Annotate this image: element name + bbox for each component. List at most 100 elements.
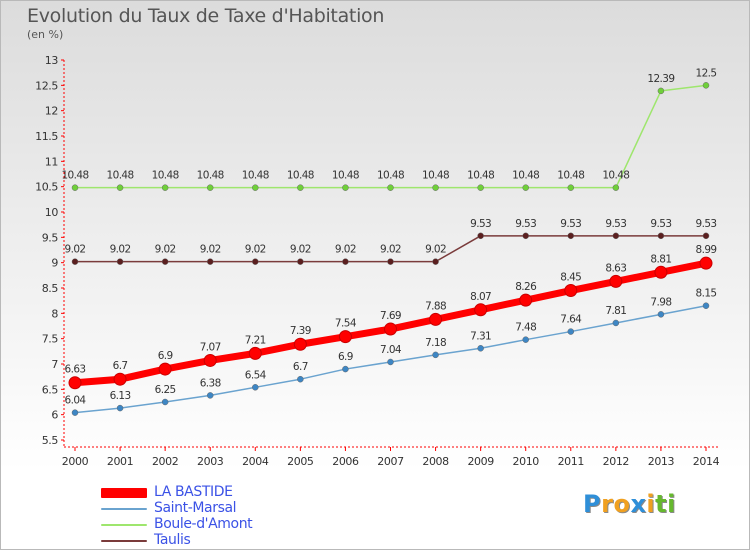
data-point	[338, 330, 352, 344]
data-label: 7.21	[245, 334, 266, 346]
data-label: 7.31	[470, 330, 491, 342]
data-label: 10.48	[467, 170, 494, 182]
data-label: 9.02	[245, 244, 266, 256]
x-tick-label: 2013	[648, 455, 675, 468]
data-label: 10.48	[197, 170, 224, 182]
data-point	[68, 376, 82, 390]
x-tick-label: 2009	[467, 455, 494, 468]
data-label: 7.07	[200, 341, 221, 353]
y-tick-label: 8.5	[42, 282, 59, 295]
x-tick-label: 2002	[152, 455, 178, 468]
logo-letter: o	[613, 490, 631, 518]
data-point	[158, 362, 172, 376]
data-point	[609, 274, 623, 288]
data-point	[297, 184, 304, 191]
x-tick-label: 2010	[513, 455, 540, 468]
data-point	[564, 284, 578, 298]
data-label: 8.81	[650, 253, 671, 265]
data-label: 9.53	[470, 218, 491, 230]
data-point	[297, 375, 304, 383]
data-point	[161, 184, 169, 191]
data-point	[429, 312, 443, 326]
data-point	[252, 384, 259, 391]
data-point	[206, 392, 214, 399]
data-point	[161, 258, 169, 265]
data-point	[702, 82, 710, 89]
legend-swatch	[101, 508, 147, 510]
data-label: 9.02	[380, 244, 401, 256]
y-tick-label: 6	[51, 409, 58, 422]
x-tick-label: 2014	[693, 455, 720, 468]
proxiti-logo: Proxiti	[583, 490, 676, 518]
y-tick-label: 10	[45, 206, 59, 219]
y-tick-label: 11.5	[35, 130, 58, 143]
y-tick-label: 7	[51, 358, 58, 371]
data-point	[293, 337, 307, 351]
data-label: 9.53	[696, 218, 717, 230]
legend-label: LA BASTIDE	[154, 484, 233, 500]
data-point	[702, 232, 710, 240]
data-point	[116, 404, 124, 412]
data-label: 6.7	[113, 360, 128, 372]
x-tick-label: 2003	[197, 455, 224, 468]
data-label: 6.25	[155, 384, 176, 396]
data-label: 8.45	[560, 272, 581, 284]
y-tick-label: 13	[45, 54, 59, 67]
data-point	[206, 258, 214, 265]
y-tick-label: 12.5	[35, 79, 58, 92]
data-label: 6.9	[158, 350, 173, 362]
data-point	[522, 232, 529, 240]
chart-unit-label: (en %)	[27, 28, 64, 41]
y-tick-label: 11	[45, 155, 58, 168]
data-label: 8.07	[470, 291, 491, 303]
data-point	[477, 232, 484, 240]
data-point	[387, 258, 394, 265]
data-label: 10.48	[61, 170, 88, 182]
data-point	[432, 184, 439, 191]
data-point	[384, 322, 397, 336]
data-point	[387, 184, 394, 191]
logo-letter: x	[630, 490, 647, 518]
data-point	[519, 293, 533, 307]
data-point	[702, 302, 710, 309]
data-point	[474, 303, 488, 317]
data-label: 6.7	[293, 361, 308, 373]
data-label: 10.48	[242, 170, 269, 182]
data-label: 7.39	[290, 325, 311, 337]
y-tick-label: 10.5	[35, 181, 58, 194]
data-label: 9.53	[605, 218, 626, 230]
legend-label: Boule-d'Amont	[154, 516, 253, 532]
legend-label: Saint-Marsal	[154, 500, 237, 516]
data-point	[252, 258, 259, 265]
data-label: 6.04	[65, 395, 87, 407]
data-label: 6.13	[110, 390, 131, 402]
legend-swatch	[101, 488, 147, 498]
x-tick-label: 2008	[422, 455, 449, 468]
logo-letter: r	[601, 490, 614, 518]
data-label: 7.18	[425, 337, 446, 349]
data-label: 10.48	[557, 170, 584, 182]
data-label: 8.63	[605, 262, 626, 274]
data-label: 7.88	[425, 300, 446, 312]
data-point	[203, 353, 217, 367]
data-point	[657, 87, 665, 95]
data-point	[297, 258, 304, 265]
data-label: 9.53	[650, 218, 671, 230]
y-tick-label: 8	[51, 307, 58, 320]
data-label: 10.48	[107, 170, 134, 182]
x-tick-label: 2001	[107, 455, 133, 468]
data-label: 6.54	[245, 369, 267, 381]
data-point	[612, 184, 620, 191]
data-label: 7.64	[560, 314, 582, 326]
data-point	[522, 336, 529, 343]
data-label: 12.5	[696, 67, 717, 79]
logo-letter: P	[583, 490, 602, 518]
data-label: 7.69	[380, 310, 401, 322]
y-tick-label: 9.5	[42, 231, 59, 244]
data-label: 8.26	[515, 281, 537, 293]
data-label: 7.98	[650, 296, 671, 308]
x-tick-label: 2007	[377, 455, 404, 468]
data-point	[477, 184, 484, 191]
data-point	[116, 258, 124, 265]
data-point	[657, 232, 665, 240]
